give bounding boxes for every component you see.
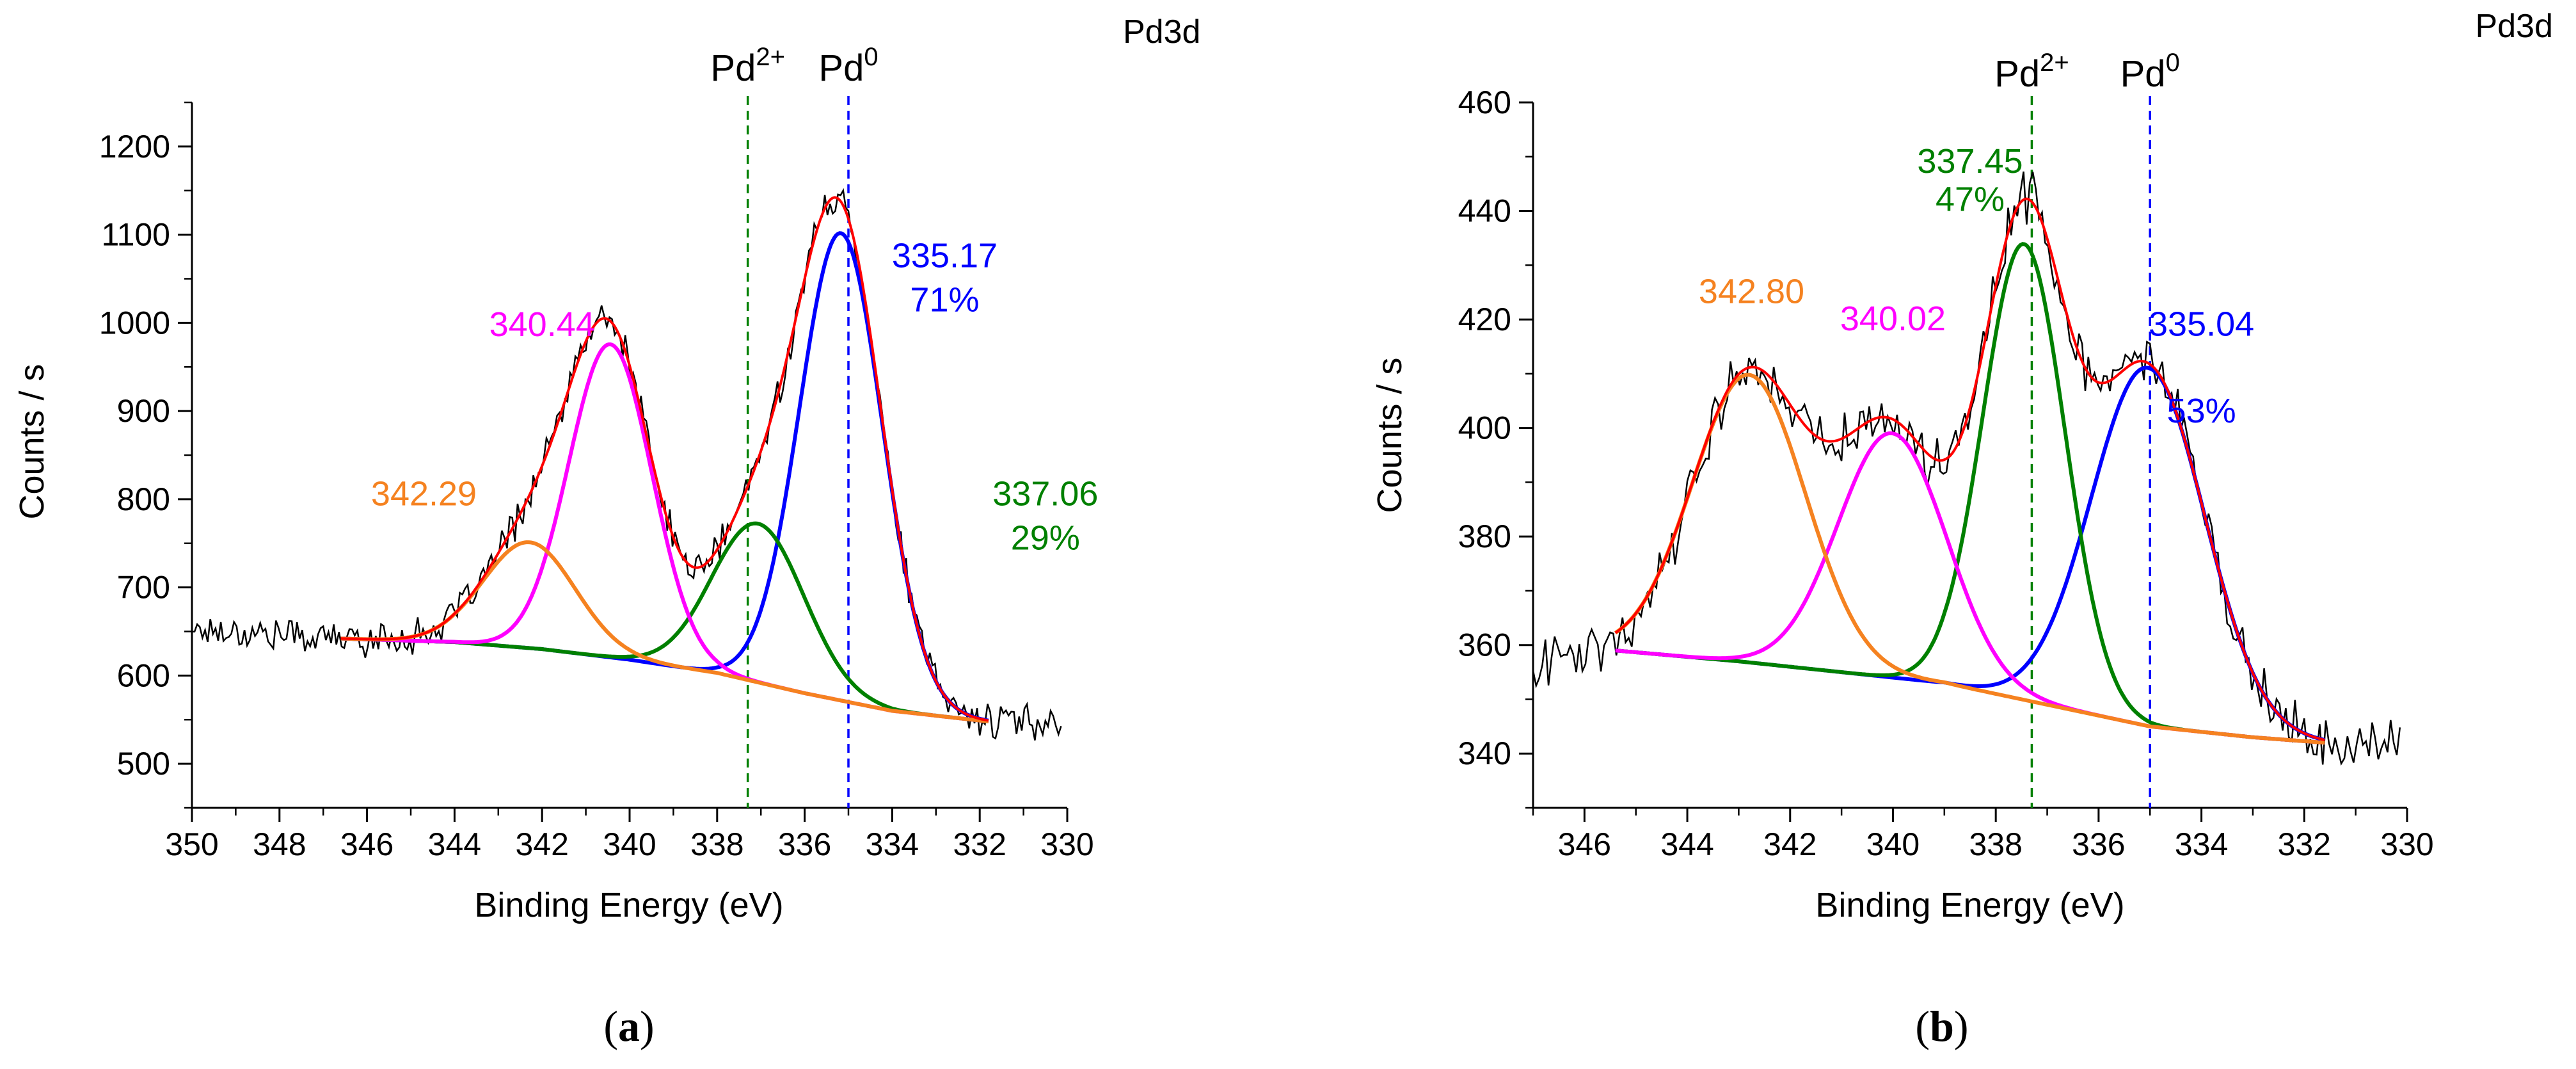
panel-b-x-tick-label: 332	[2278, 826, 2331, 862]
panel-a-x-tick-label: 348	[253, 826, 306, 862]
panel-b-peak-annotation: 47%	[1936, 181, 2005, 219]
panel-b-pd0-marker-label: Pd0	[2120, 49, 2180, 95]
panel-b-orange-component-curve	[1614, 373, 2325, 745]
panel-a-y-tick-label: 500	[117, 746, 170, 782]
panel-a-x-tick-label: 338	[690, 826, 743, 862]
panel-b-x-tick-label: 338	[1969, 826, 2022, 862]
panel-b-x-tick-label: 334	[2175, 826, 2228, 862]
panel-b-pd2-marker-label: Pd2+	[1994, 49, 2069, 95]
panel-a-region-label: Pd3d	[1123, 13, 1200, 51]
panel-a-y-tick-label: 700	[117, 570, 170, 606]
panel-a-x-tick-label: 350	[165, 826, 218, 862]
panel-b-x-tick-label: 342	[1763, 826, 1817, 862]
panel-b-plot-area: 346 344 342 340 338 336 334 332 330 340 360 380 400 4…	[1458, 49, 2434, 862]
panel-a-green-component-curve	[340, 521, 989, 723]
panel-b-region-label: Pd3d	[2476, 8, 2553, 45]
panel-b-y-tick-label: 420	[1458, 301, 1511, 337]
panel-b-x-tick-label: 336	[2072, 826, 2125, 862]
panel-b-magenta-component-curve	[1615, 431, 2325, 745]
panel-a-x-tick-label: 340	[603, 826, 656, 862]
panel-b-y-tick-label: 440	[1458, 193, 1511, 229]
panel-a-envelope-component-curve	[340, 196, 989, 722]
panel-a-x-tick-label: 334	[866, 826, 919, 862]
panel-b-peak-annotation: 337.45	[1917, 142, 2023, 181]
panel-b-raw-spectrum	[1533, 171, 2401, 766]
panel-a-y-tick-label: 1000	[99, 305, 170, 341]
panel-b-y-tick-label: 360	[1458, 627, 1511, 663]
panel-b-y-tick-label: 460	[1458, 84, 1511, 120]
panel-a-x-tick-label: 346	[340, 826, 394, 862]
panel-a-pd0-marker-label: Pd0	[818, 43, 878, 89]
panel-b-peak-annotation: 340.02	[1840, 300, 1946, 338]
panel-b-envelope-component-curve	[1614, 197, 2325, 742]
panel-a-curves	[192, 188, 1062, 741]
panel-a-x-tick-label: 330	[1040, 826, 1093, 862]
panel-b-x-tick-label: 340	[1866, 826, 1920, 862]
panel-a-x-tick-label: 336	[778, 826, 831, 862]
panel-a-y-tick-label: 800	[117, 481, 170, 517]
panel-b-chart: 346 344 342 340 338 336 334 332 330 340 360 380 400 4…	[1371, 8, 2553, 1050]
panel-a-pd2-marker-label: Pd2+	[710, 43, 785, 89]
panel-a-y-axis-label: Counts / s	[13, 364, 51, 519]
panel-a-peak-annotation: 335.17	[892, 237, 998, 275]
panel-a-peak-annotation: 71%	[910, 280, 979, 319]
panel-a-peak-annotation: 29%	[1011, 518, 1080, 557]
panel-a-y-tick-label: 1200	[99, 129, 170, 165]
panel-b-y-tick-label: 380	[1458, 518, 1511, 554]
panel-b-y-tick-label: 340	[1458, 735, 1511, 771]
panel-a-peak-annotation: 342.29	[371, 475, 477, 513]
panel-a-x-tick-label: 342	[515, 826, 568, 862]
panel-a-x-tick-label: 332	[953, 826, 1006, 862]
panel-b-x-tick-label: 330	[2380, 826, 2433, 862]
panel-b-peak-annotation: 53%	[2167, 392, 2236, 430]
panel-b-x-tick-label: 346	[1558, 826, 1611, 862]
panel-b-y-axis-label: Counts / s	[1371, 357, 1409, 513]
panel-a-y-tick-label: 900	[117, 393, 170, 429]
panel-b-x-tick-label: 344	[1660, 826, 1713, 862]
panel-b-caption: (b)	[1915, 1002, 1968, 1050]
panel-a-chart: 350 348 346 344 342 340 338 336 334 332 330 500 600 7…	[13, 13, 1200, 1050]
panel-a-caption: (a)	[603, 1002, 654, 1050]
panel-a-peak-annotation: 337.06	[992, 475, 1098, 513]
panel-a-peak-annotation: 340.44	[489, 305, 595, 344]
panel-b-y-tick-label: 400	[1458, 410, 1511, 446]
panel-a-y-tick-label: 600	[117, 657, 170, 693]
panel-a-plot-area: 350 348 346 344 342 340 338 336 334 332 330 500 600 7…	[99, 43, 1099, 862]
panel-a-x-axis-label: Binding Energy (eV)	[474, 886, 783, 924]
panel-b-x-axis-label: Binding Energy (eV)	[1815, 886, 2124, 924]
panel-b-curves	[1533, 171, 2401, 766]
panel-b-peak-annotation: 335.04	[2149, 305, 2254, 344]
panel-b-peak-annotation: 342.80	[1699, 273, 1804, 311]
panel-a-y-tick-label: 1100	[101, 217, 170, 253]
panel-a-x-tick-label: 344	[428, 826, 481, 862]
